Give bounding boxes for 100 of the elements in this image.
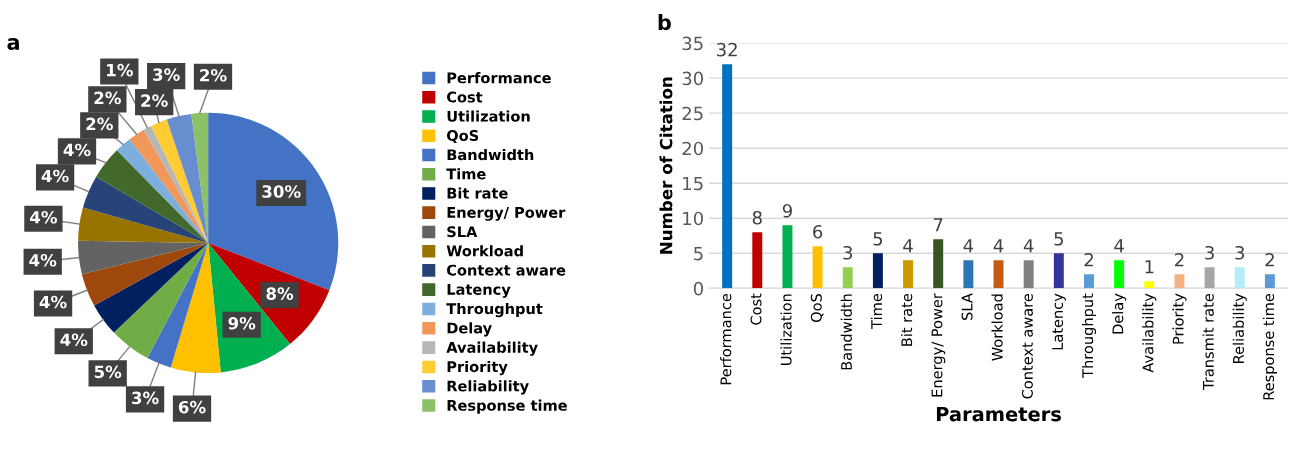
bar (782, 225, 793, 289)
x-tick-label: Time (870, 293, 883, 329)
legend-label: Latency (447, 284, 511, 298)
y-tick-label: 10 (683, 211, 703, 226)
data-label: 5 (1054, 232, 1063, 246)
x-tick-label: Workload (991, 294, 1003, 361)
legend-label: Workload (446, 245, 523, 257)
x-tick-label: Latency (1052, 293, 1066, 350)
bar (1174, 274, 1185, 289)
bar (933, 239, 944, 289)
pie-slice (147, 242, 209, 368)
legend-label: QoS (447, 129, 479, 143)
data-label: 4 (993, 239, 1004, 253)
y-tick-label: 30 (682, 71, 703, 86)
legend-label: Response time (447, 399, 567, 414)
pie-slice (151, 119, 209, 243)
data-label: 2% (141, 94, 168, 107)
bar (1114, 260, 1125, 289)
legend-label: SLA (447, 226, 478, 238)
x-tick-label: QoS (810, 293, 824, 322)
x-tick-label: Performance (720, 293, 732, 385)
legend-label: Utilization (447, 110, 530, 122)
data-label: 6% (178, 400, 206, 414)
legend-label: Cost (447, 91, 483, 103)
legend-label: Context aware (447, 264, 566, 276)
bar (1264, 274, 1275, 289)
bar (842, 267, 853, 289)
data-label: 9% (228, 316, 256, 330)
pie-slice (113, 242, 209, 358)
bar (1144, 281, 1155, 289)
data-label: 2% (86, 117, 113, 131)
pie-slice (143, 125, 209, 243)
chart-title: a (7, 38, 19, 50)
x-tick-label: Context aware (1021, 293, 1033, 399)
data-label: 8% (266, 287, 294, 300)
data-label: 3 (1235, 245, 1245, 260)
x-tick-label: Bit rate (901, 293, 913, 346)
x-tick-label: Energy/ Power (931, 293, 946, 397)
x-tick-label: Priority (1172, 293, 1187, 344)
data-label: 5% (94, 365, 122, 379)
data-label: 2% (200, 68, 227, 82)
data-label: 3% (132, 391, 159, 405)
x-tick-label: Delay (1112, 293, 1127, 334)
bar (812, 246, 823, 289)
legend-label: Bit rate (447, 187, 508, 199)
bar (752, 232, 763, 289)
chart-title: b (658, 14, 671, 31)
data-label: 4 (1114, 239, 1124, 253)
data-label: 4 (963, 239, 974, 253)
x-tick-label: Cost (750, 293, 762, 325)
data-label: 2 (1265, 252, 1274, 267)
legend-label: Performance (447, 72, 551, 84)
pie-slice (96, 150, 209, 243)
x-tick-label: Bandwidth (840, 294, 852, 370)
legend-label: Time (446, 168, 486, 180)
data-label: 3 (1205, 245, 1214, 260)
data-label: 8 (752, 210, 762, 225)
x-tick-label: SLA (961, 293, 973, 320)
x-tick-label: Utilization (780, 294, 792, 365)
data-label: 5 (873, 232, 883, 246)
data-label: 9 (782, 203, 792, 218)
data-label: 7 (933, 218, 943, 232)
data-label: 4 (1023, 239, 1034, 253)
x-tick-label: Transmit rate (1202, 293, 1214, 390)
data-label: 30% (262, 185, 301, 198)
pie-slice (116, 139, 209, 243)
data-label: 1% (107, 63, 133, 77)
pie-slice (82, 176, 209, 243)
y-tick-label: 35 (682, 36, 703, 51)
bar (872, 253, 883, 289)
bar (1234, 267, 1245, 289)
pie-slice (81, 242, 209, 306)
data-label: 2 (1175, 252, 1184, 267)
y-tick-label: 20 (682, 141, 703, 156)
bar (1084, 274, 1094, 289)
data-label: 4% (30, 210, 58, 224)
data-label: 1 (1145, 260, 1154, 274)
bar (993, 260, 1004, 289)
y-axis-title: Number of Citation (659, 77, 673, 254)
data-label: 4% (29, 253, 57, 267)
pie-slice (166, 113, 209, 243)
x-tick-label: Response time (1262, 293, 1277, 400)
data-label: 6 (813, 224, 823, 239)
data-label: 4% (63, 143, 91, 157)
data-label: 2% (94, 91, 121, 105)
data-label: 4 (903, 239, 913, 253)
data-label: 32 (717, 42, 737, 57)
x-tick-label: Availability (1142, 293, 1157, 373)
data-label: 3% (153, 68, 180, 81)
x-axis-title: Parameters (936, 406, 1061, 422)
y-tick-label: 15 (683, 176, 703, 191)
data-label: 2 (1084, 252, 1093, 267)
data-label: 4% (60, 333, 88, 347)
legend-label: Energy/ Power (447, 207, 566, 221)
y-tick-label: 5 (694, 246, 703, 261)
pie-slice (170, 242, 221, 373)
x-tick-label: Throughput (1081, 293, 1097, 378)
bar (722, 64, 733, 289)
bar (963, 260, 974, 289)
data-label: 4% (39, 295, 67, 309)
